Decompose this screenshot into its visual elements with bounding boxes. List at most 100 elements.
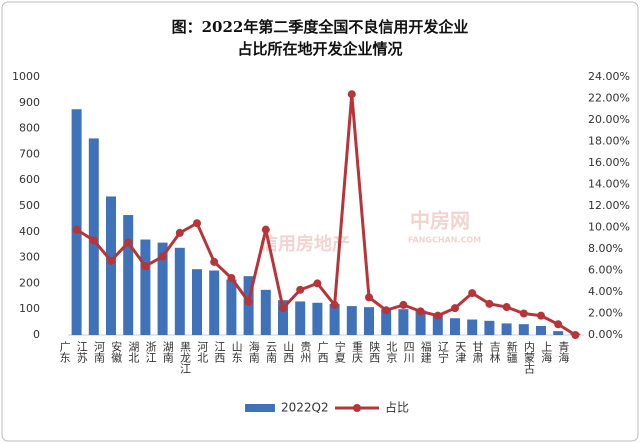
y2-tick-label: 0.00% [588, 328, 623, 341]
watermark: 信用房地产 [260, 233, 350, 255]
bar [450, 318, 460, 335]
x-tick-label: 黑龙江 [179, 341, 192, 374]
legend-swatch [245, 404, 275, 412]
bar [398, 309, 409, 335]
point [485, 299, 494, 308]
point [296, 285, 305, 294]
x-tick-label: 山西 [282, 341, 295, 363]
y-tick-label: 100 [19, 302, 40, 315]
x-tick-label: 贵州 [299, 341, 312, 363]
point [89, 236, 98, 245]
x-tick-label: 安徽 [110, 340, 123, 364]
bar [536, 325, 546, 335]
point [313, 279, 322, 288]
y2-tick-label: 10.00% [588, 221, 630, 234]
x-tick-label: 青海 [557, 341, 570, 364]
bar [123, 215, 134, 335]
point [72, 225, 81, 234]
point [261, 225, 270, 234]
x-tick-label: 江苏 [75, 341, 88, 364]
y-tick-label: 200 [19, 276, 40, 289]
bar [226, 279, 237, 335]
x-tick-label: 河北 [196, 341, 209, 363]
point [107, 256, 115, 265]
x-tick-label: 浙江 [144, 341, 157, 363]
x-tick-label: 广东 [58, 341, 71, 363]
watermark: FANGCHAN.COM [408, 236, 481, 245]
y-tick-label: 900 [19, 96, 40, 109]
bar [329, 304, 340, 335]
bar [432, 314, 443, 335]
x-tick-label: 甘肃 [471, 341, 484, 364]
point [227, 274, 236, 283]
watermark: 中房网 [410, 209, 470, 233]
point [537, 311, 545, 320]
x-tick-label: 新疆 [505, 340, 518, 363]
point [519, 309, 528, 318]
point [502, 303, 511, 312]
x-tick-label: 重庆 [351, 340, 364, 364]
y2-tick-label: 4.00% [588, 285, 623, 298]
bar [501, 323, 512, 335]
point [554, 320, 563, 329]
y2-tick-label: 18.00% [588, 135, 630, 148]
x-tick-label: 四川 [402, 341, 415, 363]
x-tick-label: 江西 [213, 341, 226, 363]
legend-swatch [353, 404, 361, 412]
x-tick-label: 天津 [454, 341, 467, 363]
bar [192, 269, 202, 335]
bar [71, 109, 82, 335]
point [468, 289, 477, 298]
chart-title: 占比所在地开发企业情况 [237, 40, 402, 58]
x-tick-label: 河南 [93, 341, 106, 363]
bar [295, 301, 306, 335]
point [330, 300, 339, 309]
y2-tick-label: 6.00% [588, 264, 623, 277]
point [124, 238, 133, 247]
bar [312, 302, 323, 335]
legend-label: 占比 [385, 400, 409, 415]
y-tick-label: 300 [19, 251, 40, 264]
y-tick-label: 700 [19, 147, 40, 160]
point [141, 262, 150, 271]
x-tick-label: 云南 [265, 341, 278, 363]
x-tick-label: 湖北 [127, 341, 140, 363]
y2-tick-label: 8.00% [588, 242, 623, 255]
bar [467, 319, 478, 335]
point [451, 304, 459, 313]
x-tick-label: 宁夏 [333, 340, 346, 363]
bar [106, 196, 116, 335]
point [279, 304, 287, 313]
x-tick-label: 福建 [419, 340, 432, 364]
point [382, 306, 391, 315]
x-tick-label: 辽宁 [437, 341, 450, 363]
bar [278, 300, 288, 335]
bar [381, 309, 392, 335]
x-tick-label: 山东 [230, 341, 243, 363]
point [416, 307, 425, 316]
x-tick-label: 吉林 [488, 341, 501, 363]
x-tick-label: 内蒙古 [523, 340, 536, 374]
bar [260, 289, 271, 335]
y-tick-label: 400 [19, 225, 40, 238]
y2-tick-label: 22.00% [588, 92, 630, 105]
y-tick-label: 0 [33, 328, 40, 341]
bar [553, 331, 564, 335]
point [193, 219, 201, 228]
point [571, 331, 580, 339]
y2-tick-label: 2.00% [588, 307, 623, 320]
x-tick-label: 海南 [247, 340, 260, 363]
x-tick-label: 湖南 [161, 341, 174, 363]
y-tick-label: 1000 [12, 70, 40, 83]
y-tick-label: 600 [19, 173, 40, 186]
bar [140, 239, 151, 335]
y2-tick-label: 12.00% [588, 199, 630, 212]
x-tick-label: 广西 [316, 341, 329, 363]
legend-label: 2022Q2 [281, 401, 329, 415]
y2-tick-label: 14.00% [588, 178, 630, 191]
point [399, 300, 408, 309]
bar [415, 310, 426, 335]
y-tick-label: 800 [19, 122, 40, 135]
point [158, 252, 167, 261]
